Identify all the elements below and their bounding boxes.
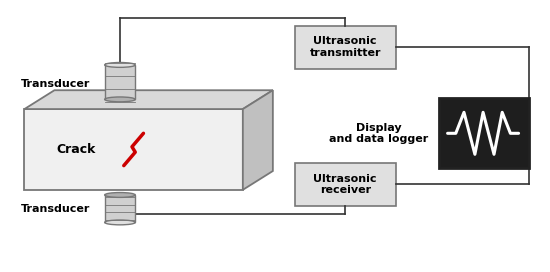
Ellipse shape	[104, 97, 135, 102]
Text: Display
and data logger: Display and data logger	[329, 122, 428, 144]
FancyBboxPatch shape	[104, 65, 135, 99]
Text: Ultrasonic
receiver: Ultrasonic receiver	[314, 174, 377, 195]
Ellipse shape	[104, 220, 135, 225]
Text: Crack: Crack	[56, 143, 95, 156]
Ellipse shape	[104, 63, 135, 67]
Text: Ultrasonic
transmitter: Ultrasonic transmitter	[310, 36, 381, 58]
Text: Transducer: Transducer	[20, 79, 90, 88]
Text: Transducer: Transducer	[20, 204, 90, 214]
FancyBboxPatch shape	[24, 109, 243, 190]
FancyBboxPatch shape	[439, 98, 530, 168]
FancyBboxPatch shape	[295, 163, 395, 206]
Polygon shape	[24, 90, 273, 109]
FancyBboxPatch shape	[104, 195, 135, 222]
FancyBboxPatch shape	[295, 26, 395, 69]
Ellipse shape	[104, 193, 135, 197]
Polygon shape	[243, 90, 273, 190]
